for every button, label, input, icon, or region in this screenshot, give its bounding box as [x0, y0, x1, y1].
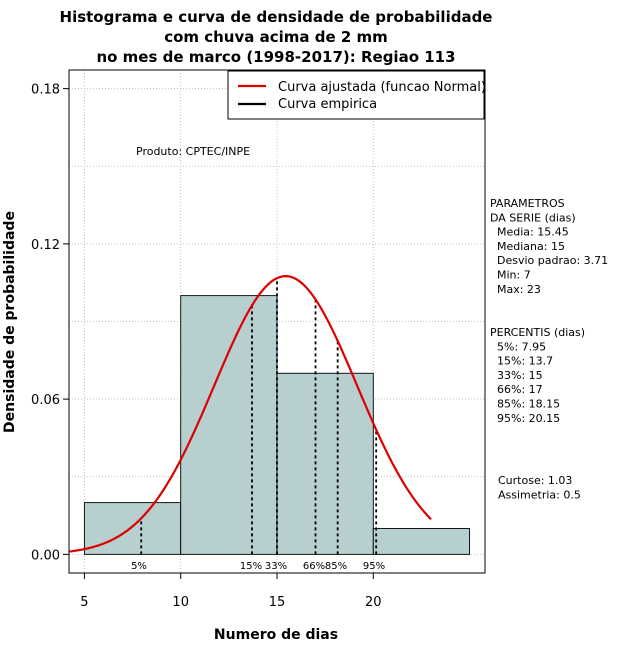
histogram-bar-2: [180, 295, 278, 555]
x-tick-label-20: 20: [365, 595, 382, 610]
stats-line-0: Curtose: 1.03: [498, 474, 572, 487]
legend-box: [227, 70, 485, 120]
axes: 5 10 15 20 0.00 0.06 0.12 0.18 Numero de dias Den…: [2, 69, 486, 643]
y-tick-label-1: 0.06: [31, 393, 60, 408]
y-axis-label: Densidade de probabilidade: [2, 211, 18, 433]
histogram-bar-1: [83, 502, 182, 555]
params-line-6: Max: 23: [490, 283, 541, 296]
percentile-label-85%: 85%: [325, 561, 347, 572]
product-annotation: Produto: CPTEC/INPE: [136, 145, 250, 158]
percentile-label-66%: 66%: [303, 561, 325, 572]
params-line-3: Mediana: 15: [490, 240, 565, 253]
params-line-0: PARAMETROS: [490, 197, 565, 210]
legend: Curva ajustada (funcao Normal) Curva empi…: [136, 70, 486, 158]
percentis-line-4: 66%: 17: [490, 383, 543, 396]
params-line-5: Min: 7: [490, 269, 531, 282]
percentis-line-3: 33%: 15: [490, 369, 543, 382]
legend-label-empirical: Curva empirica: [278, 97, 377, 112]
stats-line-1: Assimetria: 0.5: [498, 488, 581, 501]
percentile-lines: 5% 15% 33% 66% 85% 95%: [131, 278, 385, 572]
x-tick-label-5: 5: [80, 595, 88, 610]
percentile-label-95%: 95%: [363, 561, 385, 572]
histogram-bar-3: [276, 372, 374, 555]
title-line-3: no mes de marco (1998-2017): Regiao 113: [96, 48, 455, 66]
percentile-label-33%: 33%: [265, 561, 287, 572]
params-line-4: Desvio padrao: 3.71: [490, 254, 608, 267]
y-tick-label-0: 0.00: [31, 548, 60, 563]
percentis-line-6: 95%: 20.15: [490, 412, 560, 425]
x-tick-label-15: 15: [269, 595, 286, 610]
y-tick-label-3: 0.18: [31, 83, 60, 98]
percentis-line-0: PERCENTIS (dias): [490, 326, 585, 339]
histogram-bars: [83, 295, 471, 555]
percentis-line-5: 85%: 18.15: [490, 398, 560, 411]
title-line-1: Histograma e curva de densidade de proba…: [60, 8, 493, 26]
chart-title: Histograma e curva de densidade de proba…: [60, 8, 493, 66]
percentile-label-15%: 15%: [240, 561, 262, 572]
y-tick-label-2: 0.12: [31, 238, 60, 253]
histogram-bar-4: [372, 528, 471, 555]
normal-curve: [68, 275, 432, 553]
params-line-1: DA SERIE (dias): [490, 211, 576, 224]
percentile-label-5%: 5%: [131, 561, 147, 572]
legend-label-fitted: Curva ajustada (funcao Normal): [278, 80, 486, 95]
percentis-line-1: 5%: 7.95: [490, 340, 546, 353]
x-axis-label: Numero de dias: [214, 627, 338, 643]
x-tick-label-10: 10: [172, 595, 189, 610]
fitted-normal-curve: [68, 275, 432, 553]
title-line-2: com chuva acima de 2 mm: [164, 28, 388, 46]
params-line-2: Media: 15.45: [490, 226, 569, 239]
percentis-line-2: 15%: 13.7: [490, 355, 553, 368]
